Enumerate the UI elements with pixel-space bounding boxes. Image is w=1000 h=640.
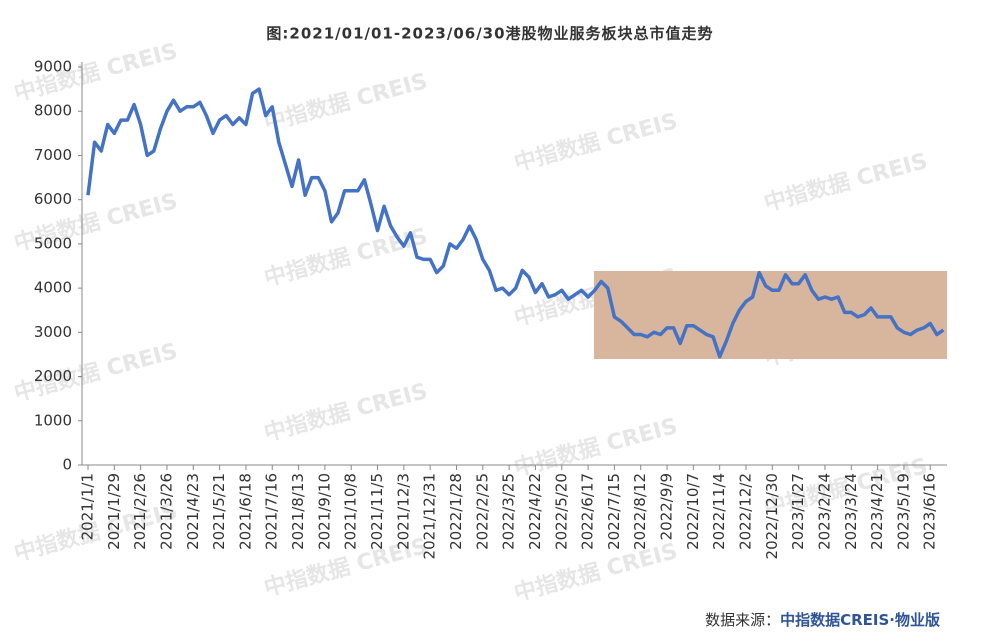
x-tick-label: 2023/5/19 xyxy=(894,473,912,550)
x-tick-label: 2021/1/1 xyxy=(79,473,97,540)
x-tick-label: 2021/8/13 xyxy=(289,473,307,550)
x-tick-label: 2021/11/5 xyxy=(368,473,386,550)
x-tick-label: 2022/7/15 xyxy=(605,473,623,550)
y-tick-label: 4000 xyxy=(34,279,72,297)
y-tick-label: 9000 xyxy=(34,58,72,76)
x-tick-label: 2022/10/7 xyxy=(684,473,702,550)
y-tick-label: 0 xyxy=(62,456,72,474)
x-tick-label: 2022/2/25 xyxy=(473,473,491,550)
y-tick-label: 1000 xyxy=(34,411,72,429)
watermark: 中指数据 CREIS xyxy=(761,148,930,217)
watermark: 中指数据 CREIS xyxy=(261,378,430,447)
source-name: 中指数据CREIS·物业版 xyxy=(780,611,940,629)
x-tick-label: 2022/1/28 xyxy=(447,473,465,550)
x-tick-label: 2021/1/29 xyxy=(105,473,123,550)
x-tick-label: 2021/12/31 xyxy=(421,473,439,559)
x-tick-label: 2022/12/30 xyxy=(763,473,781,559)
y-tick-label: 5000 xyxy=(34,234,72,252)
y-tick-label: 2000 xyxy=(34,367,72,385)
watermark: 中指数据 CREIS xyxy=(261,223,430,292)
x-tick-label: 2022/4/22 xyxy=(526,473,544,550)
source: 数据来源：中指数据CREIS·物业版 xyxy=(705,611,940,629)
x-tick-label: 2022/5/20 xyxy=(552,473,570,550)
x-tick-label: 2021/7/16 xyxy=(263,473,281,550)
y-tick-label: 8000 xyxy=(34,102,72,120)
x-tick-label: 2021/10/8 xyxy=(342,473,360,550)
x-tick-label: 2022/8/12 xyxy=(631,473,649,550)
x-tick-label: 2021/9/10 xyxy=(315,473,333,550)
x-tick-label: 2022/3/25 xyxy=(500,473,518,550)
x-tick-label: 2022/9/9 xyxy=(658,473,676,540)
x-tick-label: 2021/3/26 xyxy=(157,473,175,550)
y-tick-label: 7000 xyxy=(34,146,72,164)
x-tick-label: 2021/2/26 xyxy=(131,473,149,550)
watermark: 中指数据 CREIS xyxy=(511,413,680,482)
x-tick-label: 2022/6/17 xyxy=(579,473,597,550)
y-tick-label: 3000 xyxy=(34,323,72,341)
highlight-box xyxy=(594,271,947,359)
x-tick-label: 2023/1/27 xyxy=(789,473,807,550)
watermark: 中指数据 CREIS xyxy=(511,108,680,177)
x-tick-label: 2021/12/3 xyxy=(394,473,412,550)
x-tick-label: 2023/3/24 xyxy=(842,473,860,550)
x-tick-label: 2023/4/21 xyxy=(868,473,886,550)
x-tick-label: 2021/6/18 xyxy=(236,473,254,550)
x-tick-label: 2023/2/24 xyxy=(815,473,833,550)
x-tick-label: 2022/11/4 xyxy=(710,473,728,550)
x-tick-label: 2021/4/23 xyxy=(184,473,202,550)
line-series xyxy=(86,87,945,359)
x-tick-label: 2023/6/16 xyxy=(921,473,939,550)
chart-title: 图:2021/01/01-2023/06/30港股物业服务板块总市值走势 xyxy=(266,25,713,43)
x-tick-label: 2022/12/2 xyxy=(737,473,755,550)
source-label: 数据来源： xyxy=(705,611,780,629)
watermark: 中指数据 CREIS xyxy=(261,68,430,137)
x-tick-label: 2021/5/21 xyxy=(210,473,228,550)
y-tick-label: 6000 xyxy=(34,190,72,208)
